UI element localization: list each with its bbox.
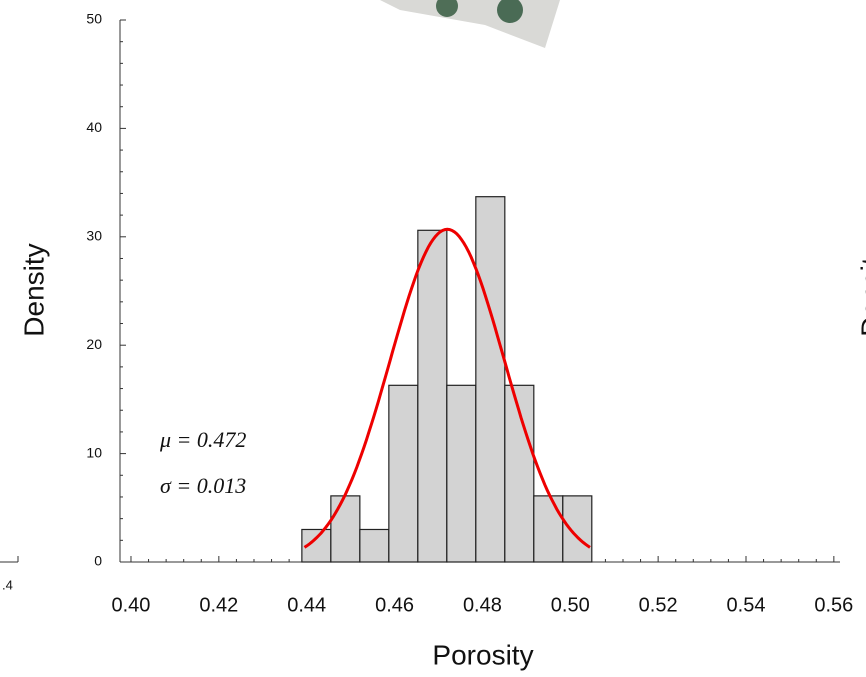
normal-fit-curve bbox=[303, 227, 591, 549]
y-tick-label: 40 bbox=[86, 119, 102, 135]
x-tick-label: 0.46 bbox=[375, 594, 414, 616]
y-tick-label: 50 bbox=[86, 11, 102, 27]
y-axis-title: Density bbox=[18, 243, 49, 336]
x-tick-label: 0.44 bbox=[287, 594, 326, 616]
x-tick-label: 0.40 bbox=[112, 594, 151, 616]
x-tick-label: 0.54 bbox=[727, 594, 766, 616]
y-tick-label: 10 bbox=[86, 444, 102, 460]
fragment-label: .4 bbox=[2, 577, 13, 592]
histogram-bar bbox=[475, 196, 506, 563]
histogram-bar bbox=[359, 528, 390, 563]
y-tick-label: 20 bbox=[86, 336, 102, 352]
mu-annotation: μ = 0.472 bbox=[159, 427, 246, 452]
histogram-bar bbox=[417, 229, 448, 563]
x-tick-label: 0.48 bbox=[463, 594, 502, 616]
x-axis-title: Porosity bbox=[432, 639, 533, 670]
histogram-bar bbox=[446, 384, 477, 563]
photo-sphere bbox=[497, 0, 523, 23]
photo-fragment bbox=[380, 0, 560, 48]
x-tick-label: 0.56 bbox=[814, 594, 853, 616]
histogram-bar bbox=[330, 495, 361, 563]
sigma-annotation: σ = 0.013 bbox=[160, 473, 246, 498]
x-tick-label: 0.52 bbox=[639, 594, 678, 616]
histogram-bar bbox=[562, 495, 593, 563]
x-tick-label: 0.42 bbox=[199, 594, 238, 616]
y-tick-label: 0 bbox=[94, 553, 102, 569]
histogram-bar bbox=[388, 384, 419, 563]
photo-sphere bbox=[436, 0, 458, 17]
histogram-bar bbox=[533, 495, 564, 563]
fragment-label: Density bbox=[855, 243, 866, 336]
x-tick-label: 0.50 bbox=[551, 594, 590, 616]
y-tick-label: 30 bbox=[86, 228, 102, 244]
